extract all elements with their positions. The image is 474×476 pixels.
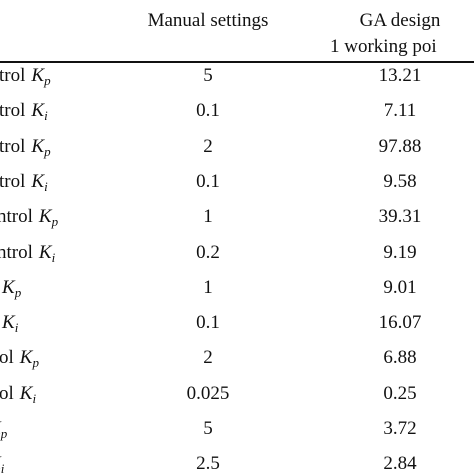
row-label: Ki (0, 453, 5, 476)
cell: 16.07 (378, 312, 422, 334)
label-sub: i (44, 178, 48, 194)
cell: 5 (203, 65, 213, 86)
cell: 0.1 (196, 312, 220, 334)
label-text: ntrol (0, 206, 33, 228)
cell: 7.11 (383, 100, 417, 122)
label-text: trol (0, 100, 26, 122)
cell: 0.1 (196, 100, 220, 122)
label-sub: p (44, 143, 51, 159)
label-text: ol (0, 347, 14, 369)
row-label: trol Ki (0, 170, 48, 194)
row-label: trol Kp (0, 135, 51, 159)
cell: 5 (203, 418, 213, 439)
cell: 9.58 (383, 170, 417, 192)
row-label: trol Kp (0, 65, 51, 88)
label-var: K (0, 418, 1, 439)
label-sub: i (51, 249, 56, 265)
cell: 6.88 (383, 347, 417, 369)
cell: 9.19 (383, 241, 417, 263)
row-label: trol Ki (0, 100, 48, 124)
label-var: K (38, 241, 52, 263)
header-ga: GA design (359, 10, 441, 31)
cell: 0.25 (383, 382, 417, 404)
cell: 0.025 (186, 382, 230, 404)
label-sub: p (14, 284, 22, 300)
label-sub: i (14, 320, 19, 336)
cell: 9.01 (383, 276, 417, 298)
label-text: trol (0, 65, 26, 86)
cell: 39.31 (378, 206, 422, 228)
label-sub: p (0, 426, 8, 441)
label-var: K (31, 135, 45, 157)
cell: 1 (203, 276, 213, 298)
header-manual: Manual settings (147, 10, 269, 31)
cell: 97.88 (378, 135, 422, 157)
label-var: K (19, 347, 33, 369)
label-sub: p (51, 214, 59, 230)
label-var: K (0, 453, 1, 474)
row-label: ntrol Ki (0, 241, 56, 265)
label-var: K (31, 170, 45, 192)
label-sub: p (32, 355, 39, 371)
label-var: K (19, 382, 33, 404)
header-ga-sub: 1 working poi (330, 36, 437, 57)
label-sub: i (32, 390, 37, 406)
row-label: ol Kp (0, 347, 39, 371)
row-label: ol Ki (0, 382, 37, 406)
cell: 2.84 (383, 453, 417, 475)
cell: 2 (203, 347, 213, 369)
label-text: trol (0, 135, 26, 157)
row-label: Kp (0, 418, 8, 441)
cell: 0.2 (196, 241, 220, 263)
label-sub: i (44, 108, 48, 124)
label-var: K (31, 65, 45, 86)
cell: 0.1 (196, 170, 220, 192)
cell: 2 (203, 135, 213, 157)
cell: 1 (203, 206, 213, 228)
label-sub: i (0, 461, 5, 476)
label-sub: p (44, 73, 51, 88)
label-text: ntrol (0, 241, 33, 263)
cell: 2.5 (196, 453, 220, 475)
label-var: K (2, 276, 15, 298)
label-var: K (38, 206, 52, 228)
cell: 3.72 (383, 418, 417, 439)
label-var: K (2, 312, 15, 334)
row-label: Kp (2, 276, 22, 300)
cell: 13.21 (378, 65, 422, 86)
row-label: Ki (2, 312, 19, 336)
label-var: K (31, 100, 45, 122)
row-label: ntrol Kp (0, 206, 59, 230)
header-rule (0, 61, 474, 63)
label-text: trol (0, 170, 26, 192)
label-text: ol (0, 382, 14, 404)
